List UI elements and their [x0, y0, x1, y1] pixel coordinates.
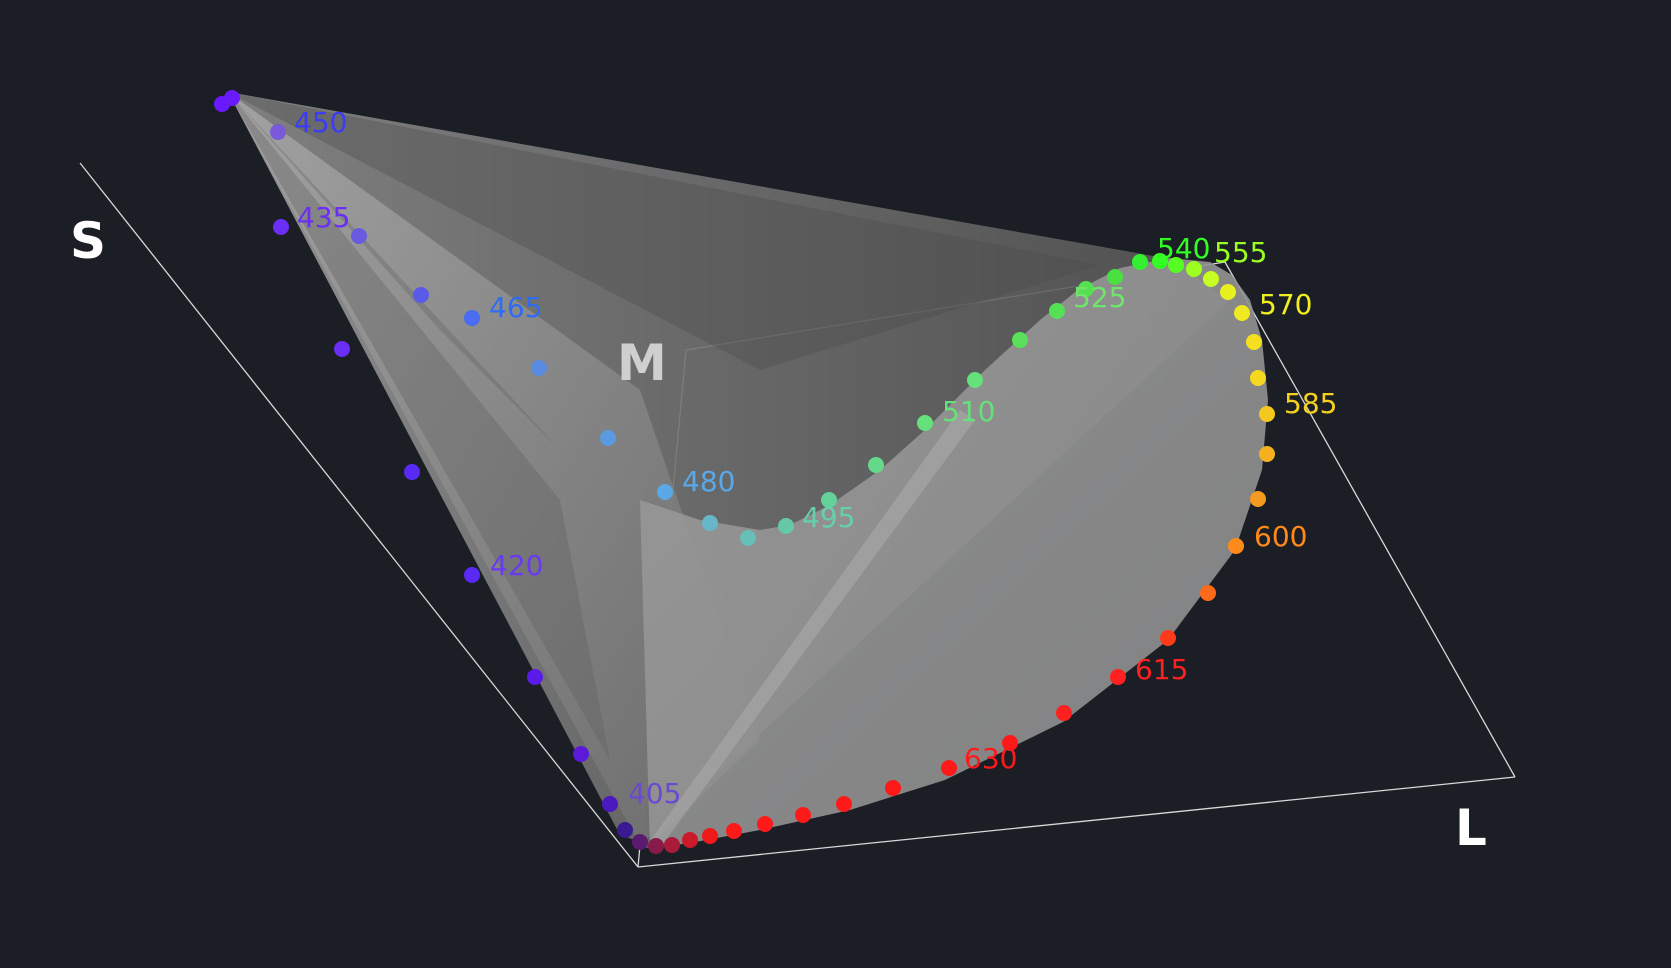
locus-point: [1012, 332, 1028, 348]
locus-point: [1056, 705, 1072, 721]
locus-point: [1078, 281, 1094, 297]
locus-point: [1049, 303, 1065, 319]
locus-point: [664, 837, 680, 853]
wavelength-label: 570: [1259, 288, 1312, 321]
locus-point: [1110, 669, 1126, 685]
locus-point: [682, 832, 698, 848]
locus-point: [404, 464, 420, 480]
locus-point: [1168, 257, 1184, 273]
locus-point: [1246, 334, 1262, 350]
locus-point: [351, 228, 367, 244]
locus-point: [632, 834, 648, 850]
box-edge: [79, 162, 639, 868]
axis-label-l: L: [1455, 799, 1487, 857]
cone-left-face: [228, 92, 760, 845]
locus-point: [967, 372, 983, 388]
locus-point: [1132, 254, 1148, 270]
wavelength-label: 480: [682, 465, 735, 498]
axis-label-s: S: [70, 212, 106, 270]
wavelength-label: 600: [1254, 520, 1307, 553]
locus-point: [1203, 271, 1219, 287]
wavelength-label: 525: [1073, 281, 1126, 314]
wavelength-label: 555: [1214, 236, 1267, 269]
cone-shade: [228, 92, 610, 760]
wavelength-label: 615: [1135, 653, 1188, 686]
locus-point: [602, 796, 618, 812]
locus-point: [836, 796, 852, 812]
locus-point: [214, 96, 230, 112]
wavelength-label: 405: [628, 777, 681, 810]
locus-point: [531, 360, 547, 376]
spectral-locus-points: [214, 90, 1275, 854]
wavelength-label: 495: [802, 501, 855, 534]
locus-point: [1234, 305, 1250, 321]
axis-label-m: M: [617, 334, 667, 392]
cone-front-face: [640, 258, 1268, 848]
locus-point: [885, 780, 901, 796]
wavelength-label: 630: [964, 742, 1017, 775]
cone-highlight: [645, 410, 975, 848]
locus-point: [740, 530, 756, 546]
cone-shade: [228, 92, 1100, 370]
locus-point: [600, 430, 616, 446]
locus-point: [821, 492, 837, 508]
locus-point: [1259, 446, 1275, 462]
locus-point: [778, 518, 794, 534]
locus-point: [1250, 491, 1266, 507]
locus-point: [270, 124, 286, 140]
locus-point: [657, 484, 673, 500]
locus-point: [527, 669, 543, 685]
wavelength-labels: 405 420 435 450 465 480 495 510 525 540 555 570 585 6…: [294, 106, 1337, 810]
wavelength-label: 585: [1284, 387, 1337, 420]
locus-point: [273, 219, 289, 235]
locus-point: [464, 567, 480, 583]
wavelength-label: 465: [489, 291, 542, 324]
locus-point: [1160, 630, 1176, 646]
wavelength-label: 450: [294, 106, 347, 139]
cone-surface: [228, 92, 1268, 848]
locus-point: [757, 816, 773, 832]
locus-point: [702, 515, 718, 531]
locus-point: [413, 287, 429, 303]
locus-point: [1200, 585, 1216, 601]
locus-point: [795, 807, 811, 823]
cone-shade: [228, 92, 560, 450]
wavelength-label: 420: [490, 549, 543, 582]
locus-point: [648, 838, 664, 854]
box-edge: [637, 776, 1516, 868]
locus-point: [702, 828, 718, 844]
locus-point: [1259, 406, 1275, 422]
locus-point: [941, 760, 957, 776]
locus-point: [917, 415, 933, 431]
locus-point: [868, 457, 884, 473]
box-edge: [1224, 261, 1516, 778]
locus-point: [334, 341, 350, 357]
locus-point: [726, 823, 742, 839]
locus-point: [573, 746, 589, 762]
wavelength-label: 435: [297, 201, 350, 234]
locus-point: [1186, 261, 1202, 277]
locus-point: [1250, 370, 1266, 386]
locus-point: [1220, 284, 1236, 300]
wavelength-label: 540: [1157, 232, 1210, 265]
locus-point: [1002, 735, 1018, 751]
locus-point: [464, 310, 480, 326]
locus-point: [1107, 269, 1123, 285]
locus-point: [1228, 538, 1244, 554]
locus-point: [617, 822, 633, 838]
wavelength-label: 510: [942, 395, 995, 428]
locus-point: [1152, 253, 1168, 269]
